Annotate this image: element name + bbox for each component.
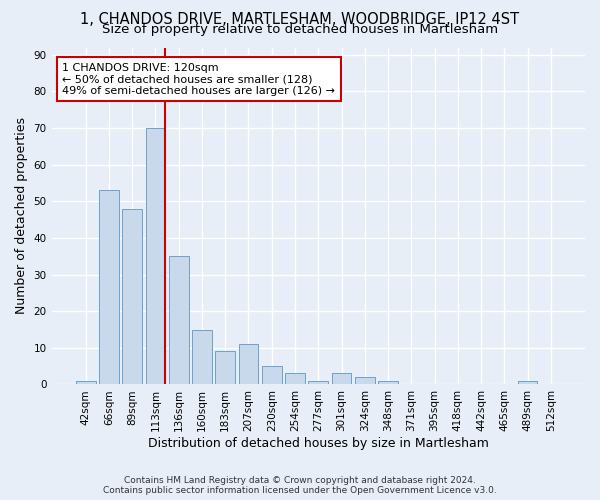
Bar <box>355 377 374 384</box>
Text: Size of property relative to detached houses in Martlesham: Size of property relative to detached ho… <box>102 22 498 36</box>
Bar <box>378 381 398 384</box>
Bar <box>285 374 305 384</box>
Text: 1, CHANDOS DRIVE, MARTLESHAM, WOODBRIDGE, IP12 4ST: 1, CHANDOS DRIVE, MARTLESHAM, WOODBRIDGE… <box>80 12 520 28</box>
Bar <box>146 128 166 384</box>
Bar <box>99 190 119 384</box>
Text: Contains HM Land Registry data © Crown copyright and database right 2024.
Contai: Contains HM Land Registry data © Crown c… <box>103 476 497 495</box>
Bar <box>192 330 212 384</box>
Bar <box>518 381 538 384</box>
Bar <box>122 208 142 384</box>
Bar <box>169 256 188 384</box>
Bar <box>215 352 235 384</box>
Bar <box>308 381 328 384</box>
Bar <box>239 344 259 385</box>
Bar <box>332 374 352 384</box>
Bar <box>76 381 95 384</box>
Bar <box>262 366 281 384</box>
Y-axis label: Number of detached properties: Number of detached properties <box>15 118 28 314</box>
Text: 1 CHANDOS DRIVE: 120sqm
← 50% of detached houses are smaller (128)
49% of semi-d: 1 CHANDOS DRIVE: 120sqm ← 50% of detache… <box>62 62 335 96</box>
X-axis label: Distribution of detached houses by size in Martlesham: Distribution of detached houses by size … <box>148 437 489 450</box>
